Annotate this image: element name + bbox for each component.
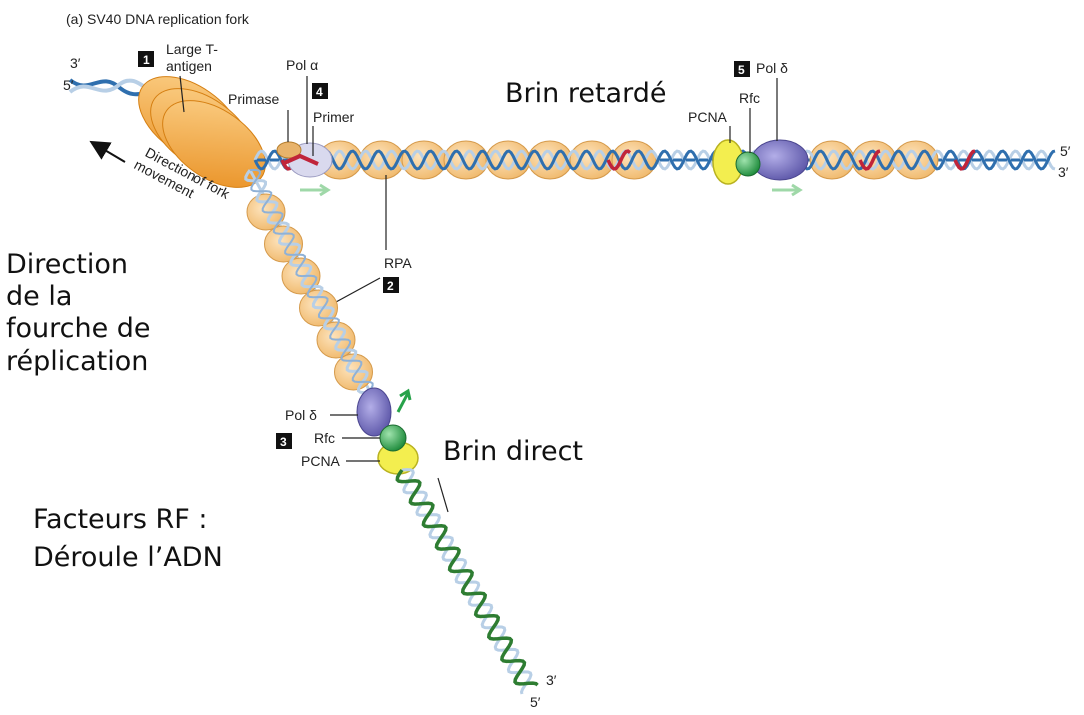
lagging-strand bbox=[253, 140, 1056, 180]
fork-direction-arrow bbox=[89, 140, 126, 163]
svg-text:5: 5 bbox=[738, 63, 745, 77]
right-5-prime: 5′ bbox=[1060, 143, 1071, 159]
leading-strand bbox=[244, 168, 382, 411]
rfc-bottom-label: Rfc bbox=[314, 430, 335, 446]
fork-direction-annotation-2: de la bbox=[6, 281, 72, 312]
top-left-3-prime: 3′ bbox=[70, 55, 81, 71]
rpa-bead bbox=[485, 140, 531, 180]
rf-factors-annotation-2: Déroule l’ADN bbox=[33, 542, 223, 573]
bottom-3-prime: 3′ bbox=[546, 672, 557, 688]
fork-direction-annotation-4: réplication bbox=[6, 346, 148, 377]
lagging-synthesis-arrow-1 bbox=[300, 183, 331, 197]
svg-text:2: 2 bbox=[387, 279, 394, 293]
leading-strand-annotation: Brin direct bbox=[443, 436, 583, 467]
pcna-bottom-label: PCNA bbox=[301, 453, 341, 469]
lagging-strand-annotation: Brin retardé bbox=[505, 78, 666, 109]
rpa-bead bbox=[611, 140, 657, 180]
badge-3: 3 bbox=[276, 433, 292, 449]
fork-direction-annotation-3: fourche de bbox=[6, 313, 151, 344]
pol-alpha-complex bbox=[276, 141, 333, 178]
pol-delta-top-label: Pol δ bbox=[756, 60, 788, 76]
badge-5: 5 bbox=[734, 61, 750, 77]
fork-direction-annotation-1: Direction bbox=[6, 249, 128, 280]
top-left-5-prime: 5′ bbox=[63, 77, 74, 93]
large-t-label-line2: antigen bbox=[166, 58, 212, 74]
rf-factors-annotation-1: Facteurs RF : bbox=[33, 504, 207, 535]
rpa-label: RPA bbox=[384, 255, 412, 271]
primase-label: Primase bbox=[228, 91, 280, 107]
badge-2: 2 bbox=[383, 277, 399, 293]
svg-text:3: 3 bbox=[280, 435, 287, 449]
svg-text:4: 4 bbox=[316, 85, 323, 99]
lagging-pol-delta-complex bbox=[712, 139, 809, 185]
primer-label: Primer bbox=[313, 109, 355, 125]
large-t-label-line1: Large T- bbox=[166, 41, 218, 57]
pcna-top-label: PCNA bbox=[688, 109, 728, 125]
pol-delta-bottom-label: Pol δ bbox=[285, 407, 317, 423]
badge-1: 1 bbox=[138, 51, 154, 67]
right-3-prime: 3′ bbox=[1058, 164, 1069, 180]
new-leading-strand bbox=[395, 468, 539, 695]
pol-alpha-label: Pol α bbox=[286, 57, 318, 73]
lagging-synthesis-arrow-2 bbox=[772, 183, 803, 197]
bottom-5-prime: 5′ bbox=[530, 694, 541, 710]
figure-title: (a) SV40 DNA replication fork bbox=[66, 11, 250, 27]
leading-synthesis-arrow bbox=[396, 388, 412, 413]
rfc-top-label: Rfc bbox=[739, 90, 760, 106]
large-t-antigen bbox=[138, 76, 266, 188]
rpa-bead bbox=[893, 140, 939, 180]
rpa-bead bbox=[809, 140, 855, 180]
badge-4: 4 bbox=[312, 83, 328, 99]
svg-text:1: 1 bbox=[143, 53, 150, 67]
